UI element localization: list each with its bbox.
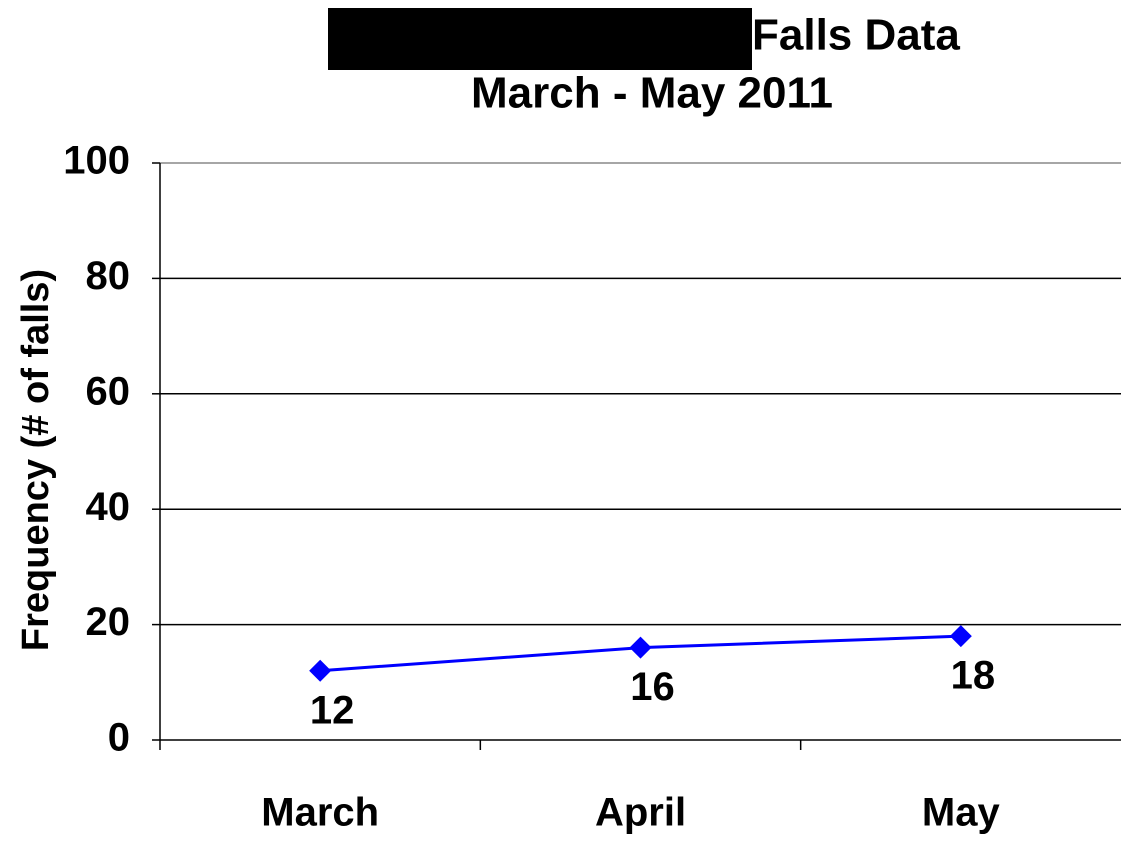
y-axis-label: Frequency (# of falls): [15, 269, 57, 651]
data-label: 12: [310, 688, 355, 732]
data-label: 16: [630, 665, 675, 709]
chart-title: Falls Data: [752, 11, 960, 60]
y-tick-label: 60: [86, 369, 131, 413]
redaction: [328, 8, 752, 70]
y-tick-label: 40: [86, 485, 131, 529]
marker: [629, 636, 652, 659]
x-tick-label: May: [922, 791, 1001, 835]
y-tick-label: 20: [86, 600, 131, 644]
y-tick-label: 80: [86, 254, 131, 298]
y-tick-label: 100: [63, 139, 130, 183]
x-tick-label: April: [595, 791, 686, 835]
data-label: 18: [951, 654, 996, 698]
marker: [949, 625, 972, 648]
y-tick-label: 0: [108, 716, 130, 760]
marker: [309, 659, 332, 682]
x-tick-label: March: [261, 791, 379, 835]
chart-subtitle: March - May 2011: [471, 69, 833, 118]
